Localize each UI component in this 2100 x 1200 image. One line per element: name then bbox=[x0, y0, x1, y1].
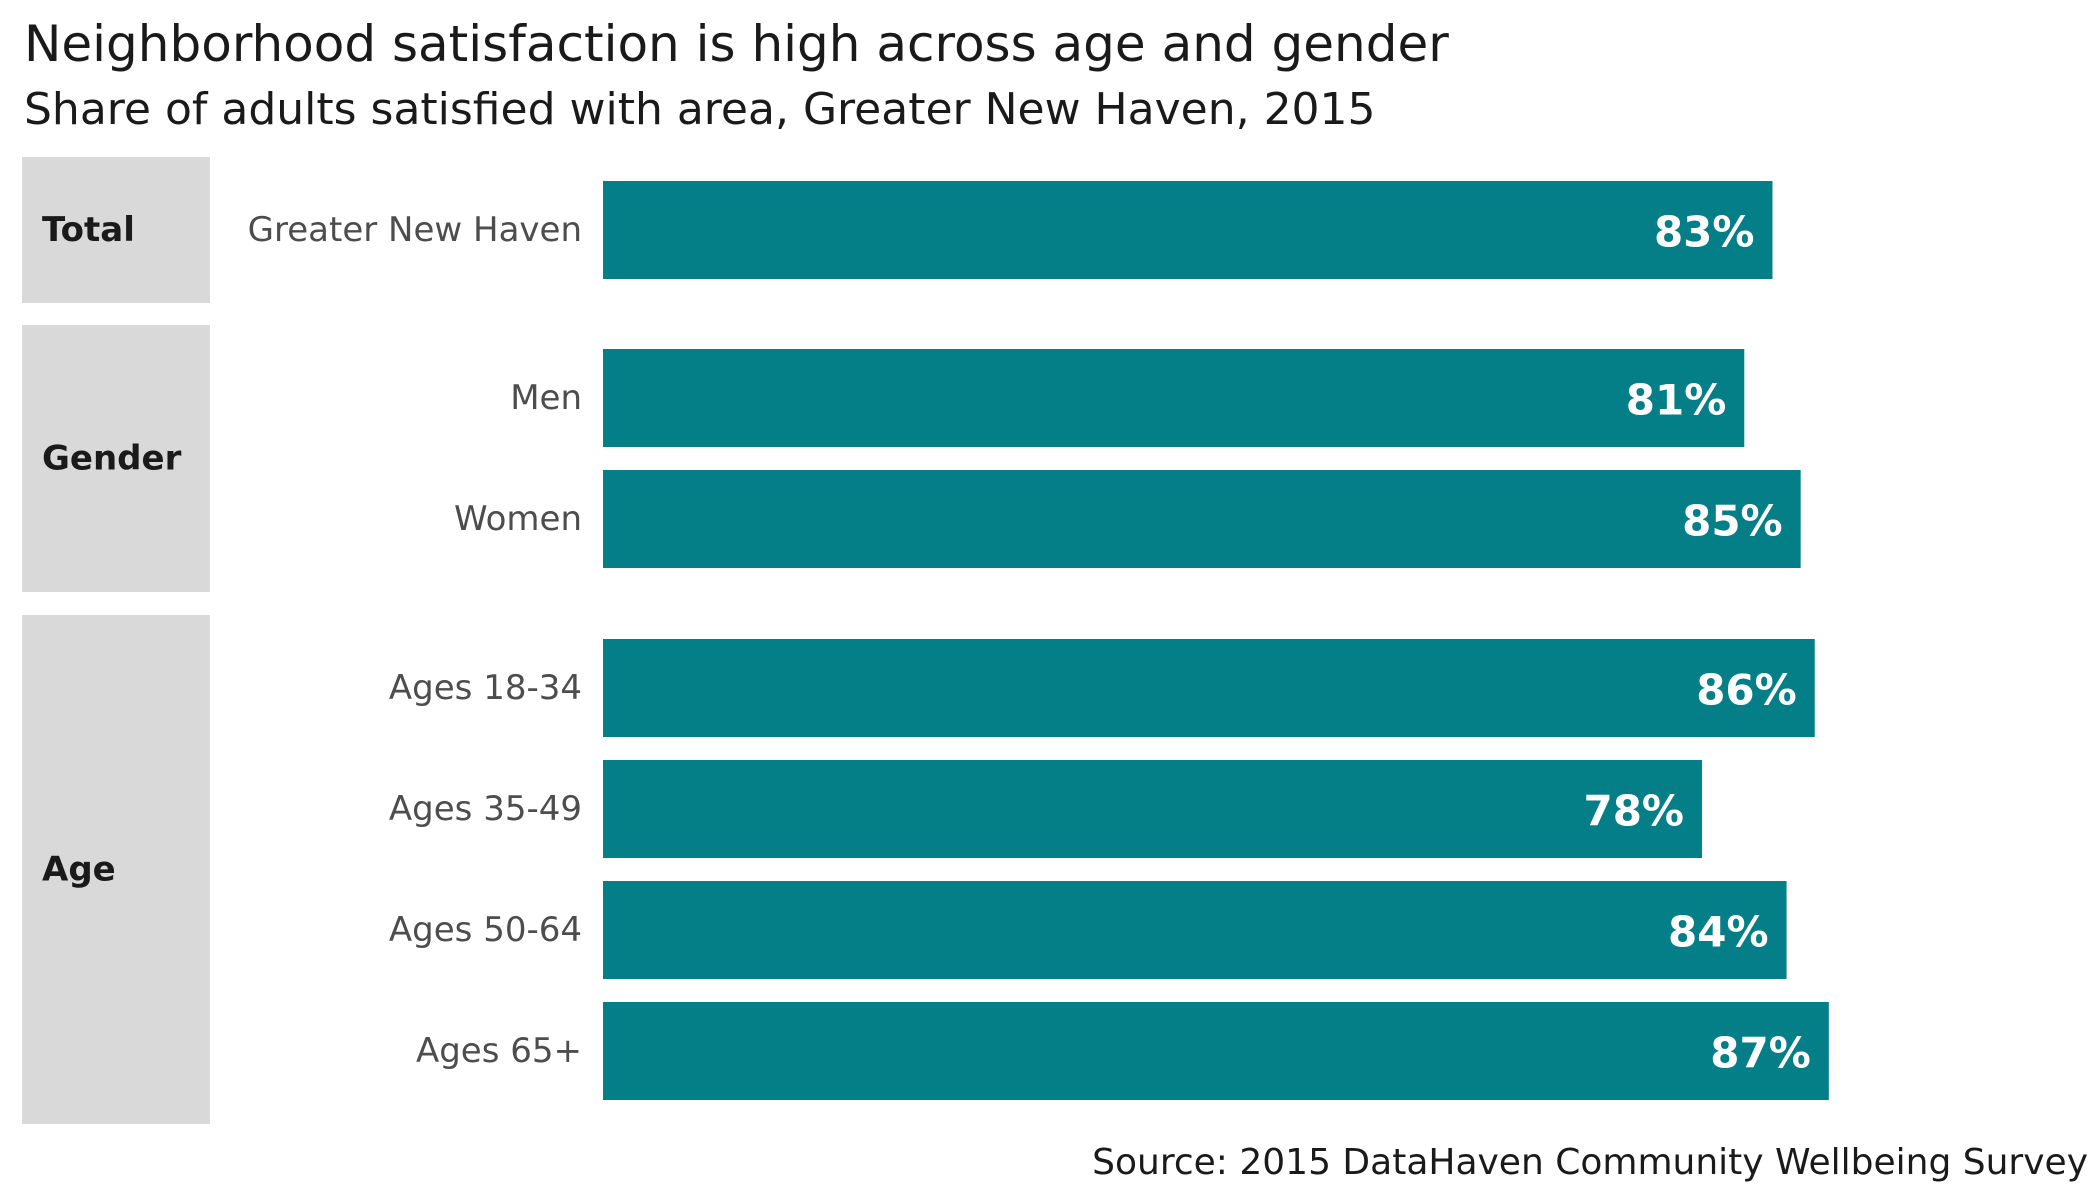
data-label-greater-new-haven: 83% bbox=[1654, 208, 1755, 257]
facet-strip-gender bbox=[22, 325, 210, 592]
data-label-men: 81% bbox=[1626, 376, 1727, 425]
facet-strip-total bbox=[22, 157, 210, 303]
facet-label-total: Total bbox=[42, 210, 135, 250]
facet-label-gender: Gender bbox=[42, 439, 182, 479]
facet-strip-age bbox=[22, 615, 210, 1124]
bar-greater-new-haven bbox=[603, 181, 1773, 279]
bar-men bbox=[603, 349, 1745, 447]
facet-label-age: Age bbox=[42, 850, 116, 890]
chart-title: Neighborhood satisfaction is high across… bbox=[24, 15, 1449, 73]
source-note: Source: 2015 DataHaven Community Wellbei… bbox=[1092, 1142, 2088, 1183]
category-label-ages-50-64: Ages 50-64 bbox=[389, 910, 582, 950]
category-label-ages-18-34: Ages 18-34 bbox=[389, 668, 582, 708]
data-label-ages-50-64: 84% bbox=[1668, 908, 1769, 957]
bar-ages-35-49 bbox=[603, 760, 1703, 858]
bar-ages-65 bbox=[603, 1002, 1829, 1100]
category-label-ages-35-49: Ages 35-49 bbox=[389, 789, 582, 829]
bar-ages-18-34 bbox=[603, 639, 1815, 737]
category-label-men: Men bbox=[510, 378, 582, 418]
category-label-ages-65: Ages 65+ bbox=[416, 1031, 582, 1071]
chart-subtitle: Share of adults satisfied with area, Gre… bbox=[24, 84, 1376, 135]
bar-ages-50-64 bbox=[603, 881, 1787, 979]
data-label-ages-35-49: 78% bbox=[1583, 787, 1684, 836]
data-label-women: 85% bbox=[1682, 497, 1783, 546]
category-label-greater-new-haven: Greater New Haven bbox=[248, 210, 582, 250]
bar-women bbox=[603, 470, 1801, 568]
data-label-ages-65: 87% bbox=[1710, 1029, 1811, 1078]
data-label-ages-18-34: 86% bbox=[1696, 666, 1797, 715]
category-label-women: Women bbox=[454, 499, 582, 539]
